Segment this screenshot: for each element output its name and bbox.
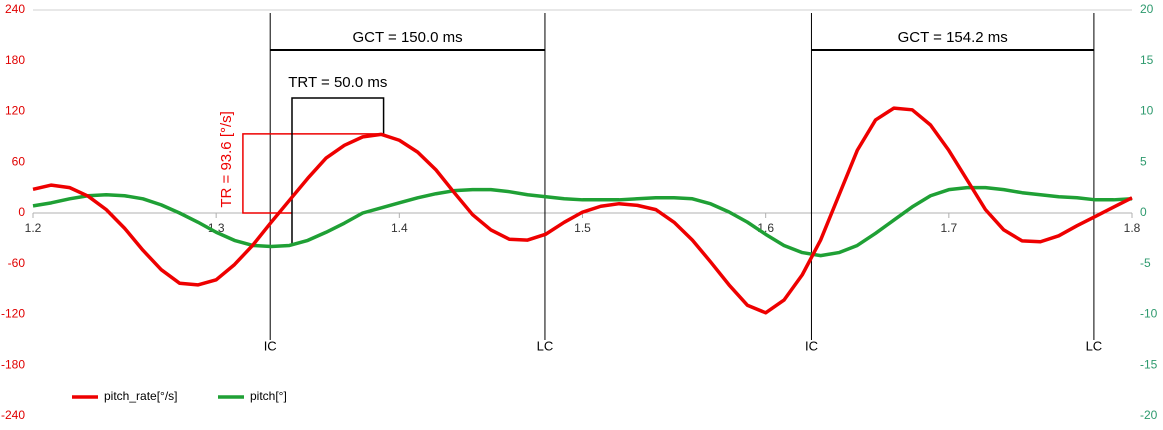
y2-tick-label: 5 (1140, 154, 1147, 168)
y-tick-label: -180 (1, 357, 25, 371)
x-tick-label: 1.4 (391, 221, 408, 235)
y-tick-label: -60 (8, 256, 26, 270)
legend-label: pitch[°] (250, 389, 287, 403)
y2-tick-label: -20 (1140, 408, 1158, 422)
trt-bracket (291, 97, 385, 245)
series-line (32, 106, 1133, 315)
y2-tick-label: 15 (1140, 53, 1154, 67)
event-label: IC (264, 338, 277, 353)
y-tick-label: -240 (1, 408, 25, 422)
y2-tick-label: 10 (1140, 104, 1154, 118)
x-tick-label: 1.5 (574, 221, 591, 235)
event-label: IC (805, 338, 818, 353)
y-tick-label: 0 (18, 205, 25, 219)
y2-tick-label: -15 (1140, 357, 1158, 371)
y-tick-label: -120 (1, 307, 25, 321)
gct-label: GCT = 154.2 ms (898, 29, 1008, 46)
tr-label: TR = 93.6 [°/s] (218, 111, 235, 207)
x-tick-label: 1.7 (940, 221, 957, 235)
x-tick-label: 1.8 (1124, 221, 1141, 235)
y-tick-label: 180 (5, 53, 25, 67)
legend-label: pitch_rate[°/s] (104, 389, 178, 403)
y-tick-label: 240 (5, 2, 25, 16)
x-tick-label: 1.2 (25, 221, 42, 235)
series-line (32, 185, 1133, 258)
trt-label: TRT = 50.0 ms (288, 74, 387, 91)
y2-tick-label: 20 (1140, 2, 1154, 16)
event-label: LC (1086, 338, 1103, 353)
gct-label: GCT = 150.0 ms (352, 29, 462, 46)
tr-box (242, 133, 384, 214)
y2-tick-label: 0 (1140, 205, 1147, 219)
event-label: LC (537, 338, 554, 353)
y2-tick-label: -10 (1140, 307, 1158, 321)
y-tick-label: 60 (12, 154, 26, 168)
y2-tick-label: -5 (1140, 256, 1151, 270)
y-tick-label: 120 (5, 104, 25, 118)
